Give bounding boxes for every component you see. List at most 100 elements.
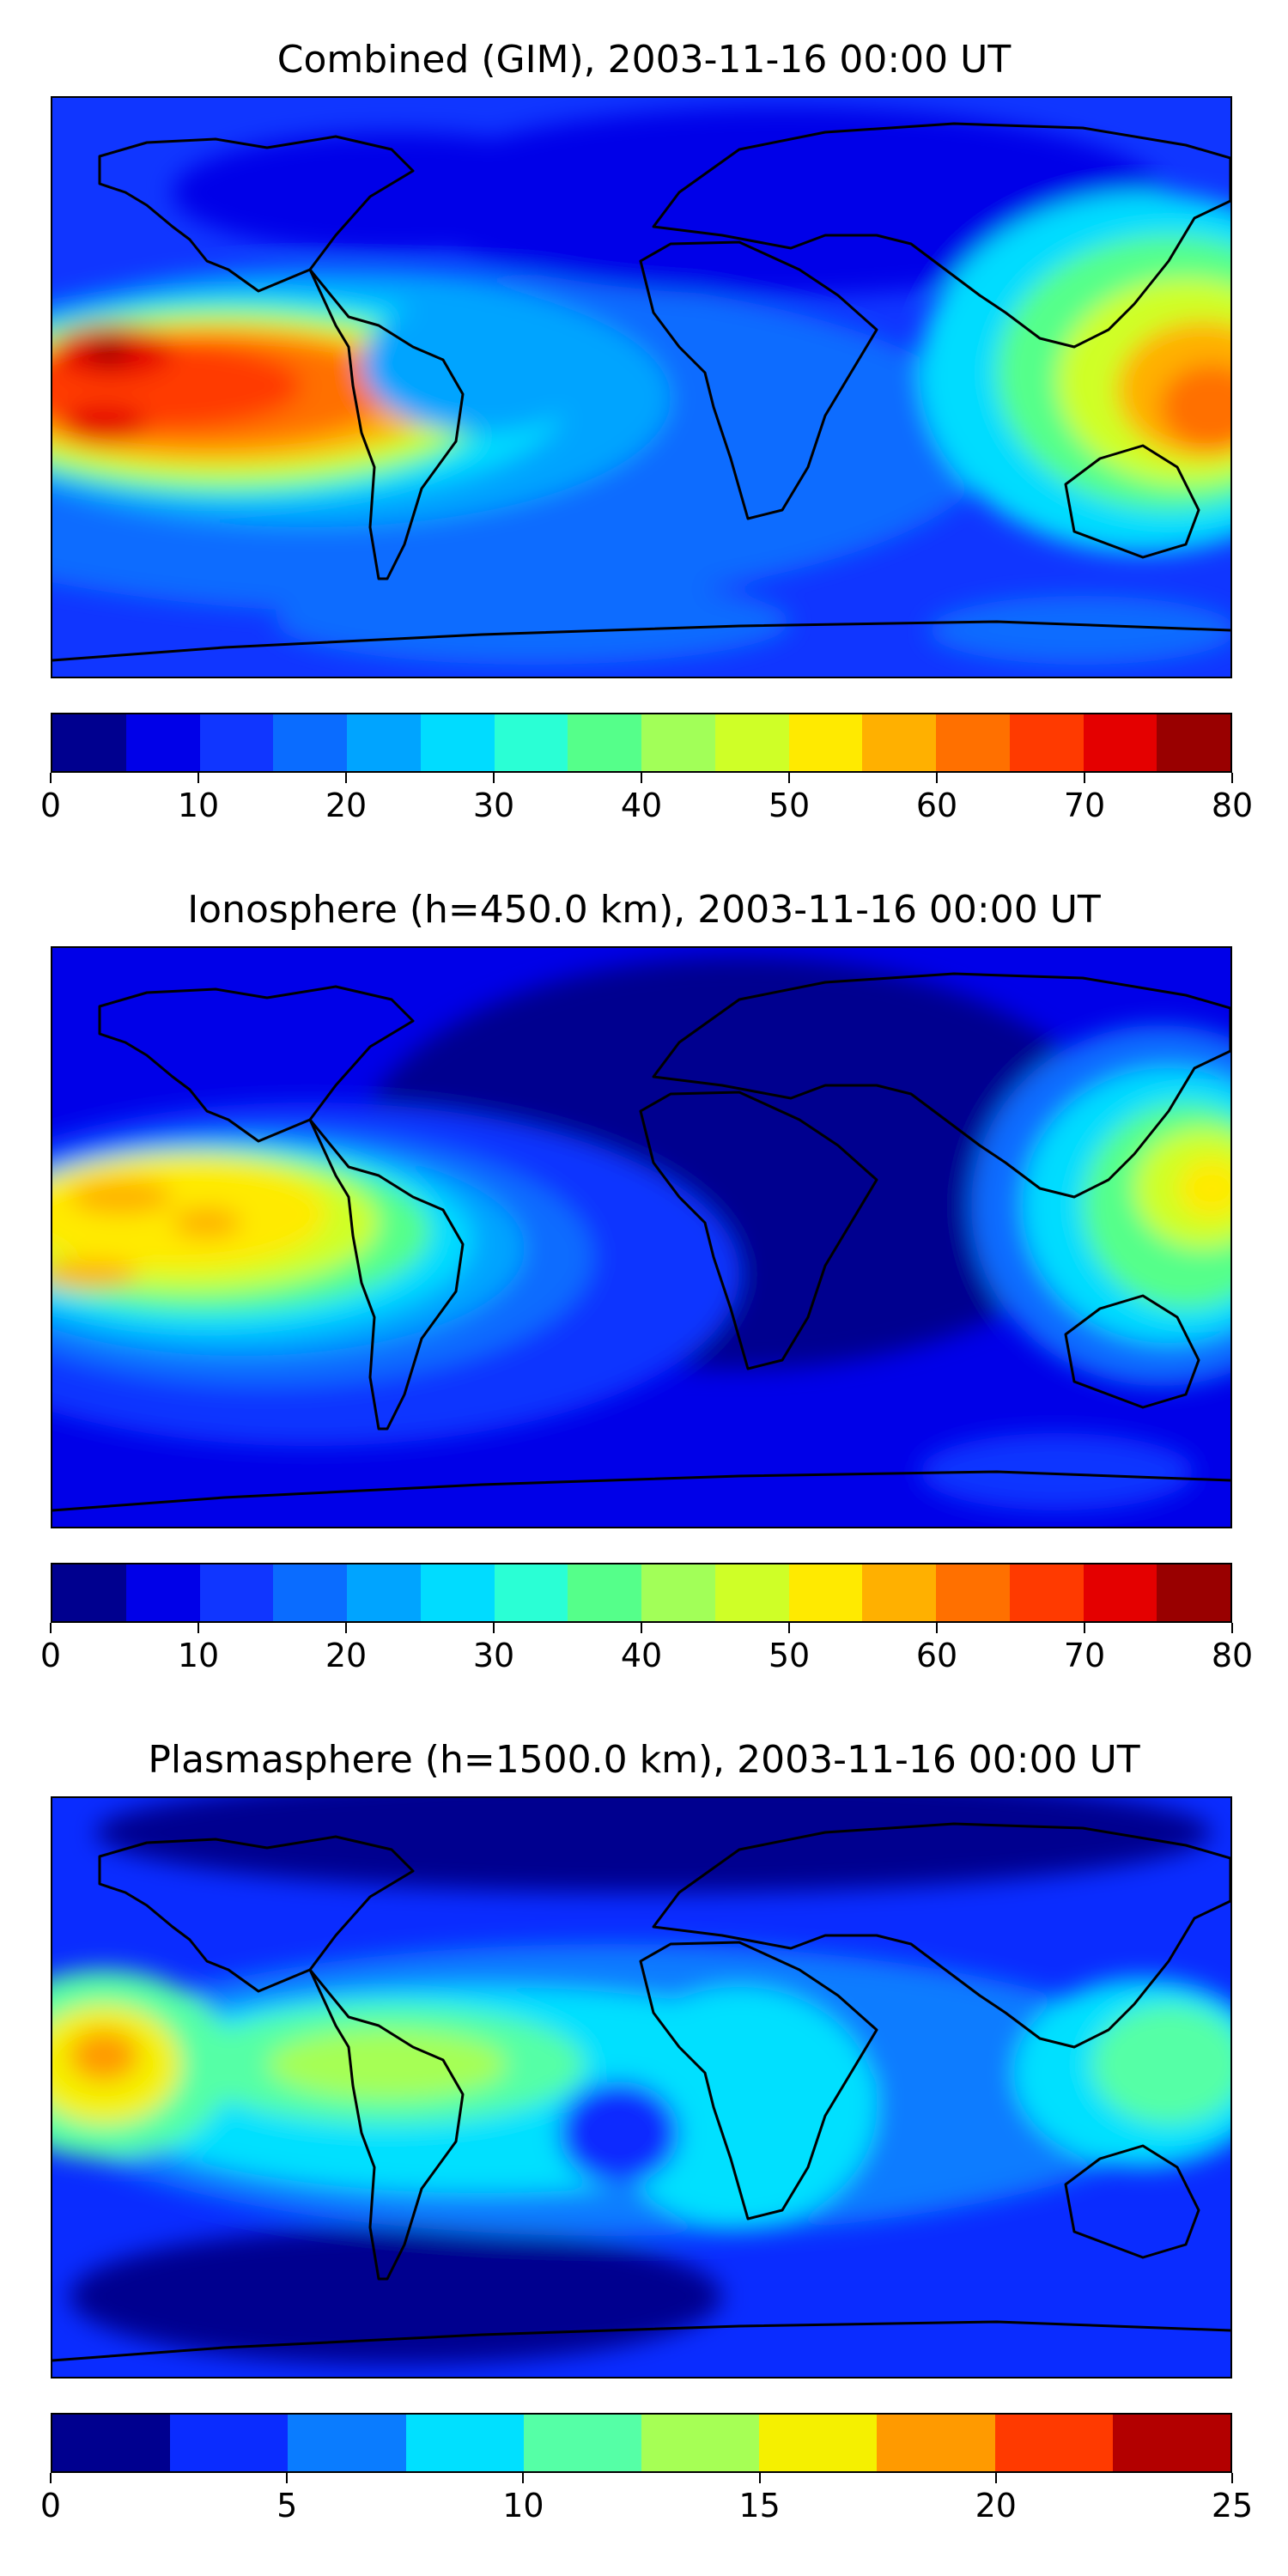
colorbar-segment (1083, 1564, 1157, 1621)
tick-mark (197, 1623, 199, 1633)
tick-label: 60 (915, 787, 958, 824)
tick-label: 40 (620, 787, 663, 824)
tick-label: 50 (768, 787, 811, 824)
colorbar-segment (641, 1564, 715, 1621)
field-peak (70, 1180, 173, 1214)
colorbar-segment (199, 1564, 274, 1621)
colorbar-segment (568, 1564, 641, 1621)
field-band (920, 1433, 1194, 1510)
colorbar-segment (1009, 1564, 1084, 1621)
tick-label: 15 (738, 2487, 781, 2524)
colorbar-segment (862, 1564, 936, 1621)
colorbar-segment (568, 714, 641, 771)
colorbar-segment (494, 714, 568, 771)
coastline-antarctica (52, 2320, 1230, 2362)
colorbar-segment (788, 1564, 863, 1621)
field-low (173, 132, 619, 252)
colorbar-combined (51, 713, 1232, 773)
colorbar-segment (1112, 2415, 1231, 2471)
field-band (276, 579, 791, 665)
tick-label: 30 (472, 787, 515, 824)
tick-label: 10 (177, 787, 220, 824)
tick-label: 30 (472, 1637, 515, 1674)
tick-mark (1084, 773, 1085, 783)
field-low (70, 2227, 722, 2365)
coastline-eurasia (652, 1822, 1230, 2049)
field-low (95, 1798, 1212, 1893)
field-peak (87, 339, 130, 363)
colorbar-segment (199, 714, 274, 771)
tick-label: 50 (768, 1637, 811, 1674)
coastlines (52, 972, 1230, 1512)
coastlines (52, 122, 1230, 662)
tick-label: 25 (1211, 2487, 1254, 2524)
tick-label: 70 (1063, 787, 1106, 824)
tick-mark (788, 1623, 790, 1633)
tick-mark (197, 773, 199, 783)
coastlines (52, 1822, 1230, 2362)
colorbar-segment (347, 1564, 421, 1621)
tick-label: 5 (276, 2487, 298, 2524)
map-ionosphere (51, 946, 1232, 1528)
tick-label: 0 (39, 787, 62, 824)
tick-mark (936, 773, 938, 783)
colorbar-segment (494, 1564, 568, 1621)
map-plasmasphere (51, 1796, 1232, 2379)
tick-mark (641, 1623, 642, 1633)
colorbar-segment (1157, 1564, 1230, 1621)
tick-mark (1084, 1623, 1085, 1633)
field-low (559, 2081, 679, 2184)
colorbar-segment (52, 714, 126, 771)
map-combined (51, 96, 1232, 678)
tick-mark (50, 2473, 52, 2483)
tick-mark (493, 1623, 495, 1633)
tick-mark (522, 2473, 525, 2483)
colorbar-segment (714, 714, 789, 771)
colorbar-segment (347, 714, 421, 771)
colorbar-segment (125, 714, 200, 771)
coastline-americas (308, 1968, 465, 2281)
tick-label: 80 (1211, 1637, 1254, 1674)
coastline-antarctica (52, 1470, 1230, 1512)
colorbar-segment (405, 2415, 524, 2471)
tick-mark (641, 773, 642, 783)
coastline-africa (639, 240, 878, 520)
field-peak (173, 1207, 241, 1238)
tick-label: 20 (325, 1637, 368, 1674)
colorbar-segment (1009, 714, 1084, 771)
colorbar-segment (420, 1564, 495, 1621)
colorbar-segment (52, 1564, 126, 1621)
tick-mark (758, 2473, 761, 2483)
coastline-antarctica (52, 620, 1230, 662)
tick-label: 20 (325, 787, 368, 824)
tick-label: 0 (39, 2487, 62, 2524)
tick-mark (50, 773, 52, 783)
colorbar-ionosphere (51, 1563, 1232, 1623)
colorbar-ticks-combined: 0 10 20 30 40 50 60 70 80 (40, 773, 1253, 824)
field-peak (1177, 1158, 1230, 1218)
tick-label: 20 (975, 2487, 1017, 2524)
tick-mark (286, 2473, 289, 2483)
coastline-australia (1064, 2144, 1200, 2259)
coastline-americas (308, 1118, 465, 1431)
tick-mark (493, 773, 495, 783)
field-low (396, 106, 1169, 295)
colorbar-ticks-plasmasphere: 0 5 10 15 20 25 (40, 2473, 1253, 2524)
colorbar-segment (641, 2415, 760, 2471)
colorbar-segment (862, 714, 936, 771)
coastline-australia (1064, 444, 1200, 559)
colorbar-plasmasphere (51, 2413, 1232, 2473)
field-band (1160, 364, 1230, 450)
tick-mark (1231, 2473, 1233, 2483)
coastline-eurasia (652, 122, 1230, 349)
coastline-americas (308, 268, 465, 580)
colorbar-segment (877, 2415, 995, 2471)
field-band (267, 2030, 507, 2099)
tick-mark (1231, 773, 1233, 783)
colorbar-segment (288, 2415, 406, 2471)
tick-mark (345, 1623, 347, 1633)
field-peak (70, 2030, 138, 2081)
field-band (1091, 2004, 1230, 2124)
colorbar-segment (994, 2415, 1113, 2471)
tick-mark (788, 773, 790, 783)
